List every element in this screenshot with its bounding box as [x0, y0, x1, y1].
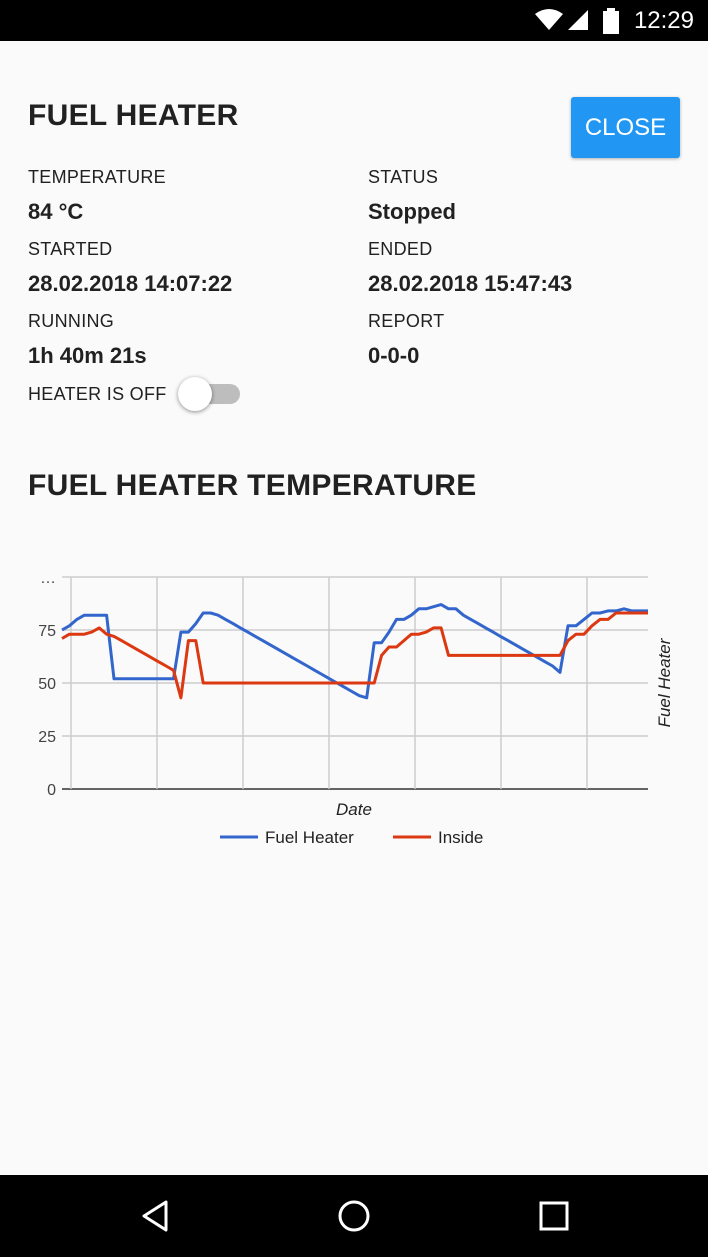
temperature-chart: 0 25 50 75 … Date Fuel Heater Fuel Heater Inside [38, 570, 674, 847]
y-tick-label: … [40, 570, 56, 587]
started-label: STARTED [28, 239, 113, 259]
report-label: REPORT [368, 311, 445, 331]
status-label: STATUS [368, 167, 439, 187]
navigation-bar [0, 1175, 708, 1257]
back-icon[interactable] [140, 1199, 170, 1233]
started-value: 28.02.2018 14:07:22 [28, 271, 233, 296]
legend-label: Fuel Heater [265, 828, 354, 847]
status-bar: 12:29 [0, 0, 708, 41]
chart-title: FUEL HEATER TEMPERATURE [28, 469, 477, 502]
temperature-label: TEMPERATURE [28, 167, 166, 187]
heater-toggle-label: HEATER IS OFF [28, 384, 167, 404]
recents-icon[interactable] [538, 1200, 570, 1232]
y-tick-label: 0 [47, 782, 56, 799]
series-line-inside [61, 611, 648, 700]
close-button[interactable]: CLOSE [571, 97, 680, 158]
temperature-value: 84 °C [28, 199, 84, 224]
home-icon[interactable] [337, 1199, 371, 1233]
y-tick-label: 25 [38, 729, 56, 746]
page-title: FUEL HEATER [28, 99, 239, 132]
running-value: 1h 40m 21s [28, 343, 147, 368]
signal-icon [568, 10, 588, 30]
report-value: 0-0-0 [368, 343, 420, 368]
series-line-fuel-heater [61, 603, 648, 700]
status-value: Stopped [368, 199, 456, 224]
clock: 12:29 [633, 7, 694, 34]
ended-label: ENDED [368, 239, 433, 259]
legend-label: Inside [438, 828, 483, 847]
dialog-content: FUEL HEATER CLOSE TEMPERATURE 84 °C STAT… [0, 41, 708, 1175]
heater-toggle-thumb[interactable] [178, 377, 212, 411]
x-axis-label: Date [336, 800, 372, 819]
y-tick-label: 75 [38, 623, 56, 640]
y-axis-label: Fuel Heater [655, 637, 674, 727]
y-tick-label: 50 [38, 676, 56, 693]
running-label: RUNNING [28, 311, 115, 331]
ended-value: 28.02.2018 15:47:43 [368, 271, 573, 296]
wifi-icon [535, 9, 563, 30]
battery-icon [603, 8, 619, 34]
